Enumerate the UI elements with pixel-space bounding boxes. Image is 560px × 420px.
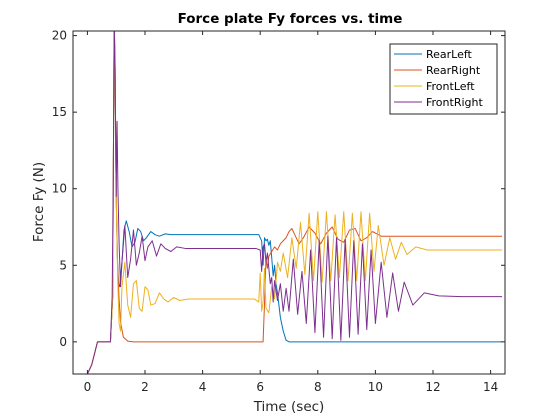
chart-title: Force plate Fy forces vs. time: [178, 11, 403, 27]
legend-label-rearleft: RearLeft: [426, 48, 473, 61]
x-tick-label: 4: [199, 380, 207, 394]
legend: RearLeft RearRight FrontLeft FrontRight: [389, 43, 498, 115]
series-line-frontright: [86, 31, 503, 374]
plot-area: 0 2 4 6 8 10 12 14 0 5 10 15 20: [52, 29, 506, 394]
y-tick-label: 15: [52, 105, 67, 119]
x-tick-label: 12: [425, 380, 440, 394]
x-tick-label: 6: [256, 380, 264, 394]
x-tick-label: 14: [483, 380, 498, 394]
axes-box: [72, 30, 506, 375]
series-layer: [86, 31, 503, 374]
y-tick-label: 5: [59, 258, 67, 272]
series-line-frontleft: [86, 31, 503, 374]
x-tick-label: 0: [84, 380, 92, 394]
y-axis-label: Force Fy (N): [31, 162, 47, 242]
x-axis-ticks: 0 2 4 6 8 10 12 14: [84, 31, 498, 394]
legend-label-rearright: RearRight: [426, 64, 481, 77]
y-tick-label: 0: [59, 335, 67, 349]
x-tick-label: 2: [141, 380, 149, 394]
legend-label-frontright: FrontRight: [426, 96, 483, 109]
x-axis-label: Time (sec): [253, 399, 325, 415]
y-axis-ticks: 0 5 10 15 20: [52, 29, 505, 349]
y-tick-label: 20: [52, 29, 67, 43]
y-tick-label: 10: [52, 182, 67, 196]
x-tick-label: 10: [368, 380, 383, 394]
x-tick-label: 8: [314, 380, 322, 394]
legend-label-frontleft: FrontLeft: [426, 80, 475, 93]
